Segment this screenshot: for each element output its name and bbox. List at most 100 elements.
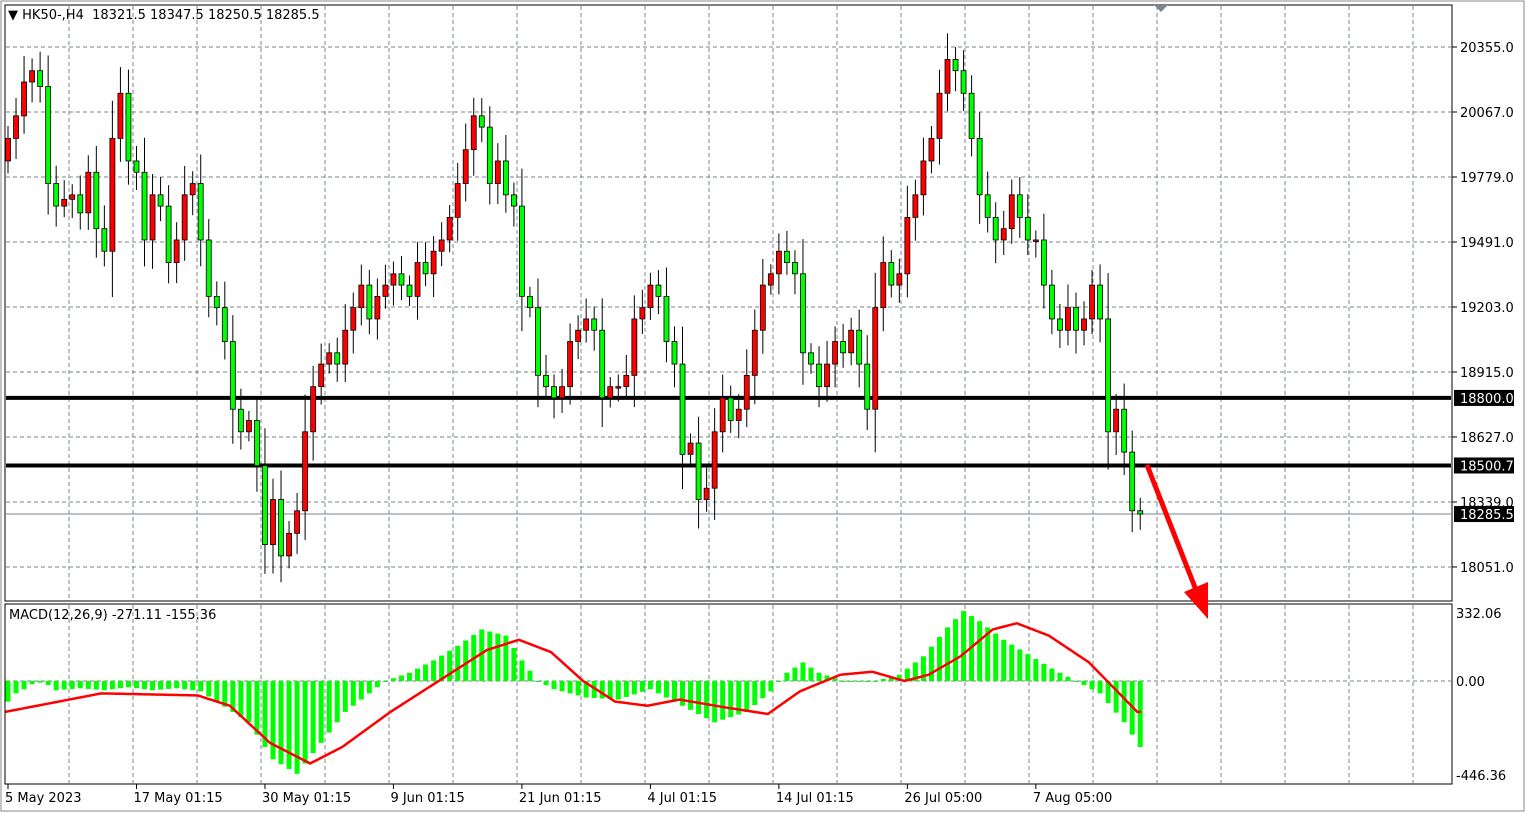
candle-body xyxy=(687,442,694,455)
candle-body xyxy=(270,499,276,546)
macd-histogram-bar xyxy=(760,681,766,699)
macd-histogram-bar xyxy=(310,681,316,754)
macd-histogram-bar xyxy=(487,631,493,681)
macd-histogram-bar xyxy=(158,681,164,690)
candle-body xyxy=(711,431,718,489)
macd-histogram-bar xyxy=(1001,639,1007,681)
candle-body xyxy=(197,183,204,241)
macd-histogram-bar xyxy=(166,681,172,689)
macd-histogram-bar xyxy=(728,681,734,718)
triangle-down-icon[interactable]: ▼ xyxy=(8,8,18,23)
candle-body xyxy=(45,86,52,184)
current-price-badge xyxy=(1454,506,1514,523)
candle-body xyxy=(502,160,509,196)
macd-histogram-bar xyxy=(575,681,581,696)
macd-histogram-bar xyxy=(856,681,862,682)
candle-body xyxy=(960,70,967,94)
macd-histogram-bar xyxy=(69,681,75,689)
macd-histogram-bar xyxy=(415,668,421,681)
candle-body xyxy=(334,352,341,365)
macd-histogram-bar xyxy=(53,681,59,691)
macd-histogram-bar xyxy=(374,681,380,688)
y-tick-label: 19491.0 xyxy=(1460,236,1514,251)
macd-histogram-bar xyxy=(848,681,854,682)
macd-histogram-bar xyxy=(615,681,621,700)
macd-histogram-bar xyxy=(800,662,806,681)
level-price-badge xyxy=(1454,457,1514,474)
macd-histogram-bar xyxy=(21,681,27,690)
macd-histogram-bar xyxy=(680,681,686,706)
candle-body xyxy=(727,397,734,421)
macd-histogram-bar xyxy=(45,681,51,686)
candle-body xyxy=(1113,408,1120,433)
macd-histogram-bar xyxy=(1025,654,1031,681)
macd-histogram-bar xyxy=(599,681,605,699)
macd-histogram-bar xyxy=(423,664,429,681)
close-value: 18285.5 xyxy=(265,8,320,23)
macd-histogram-bar xyxy=(350,681,356,706)
macd-histogram-bar xyxy=(928,646,934,681)
candle-body xyxy=(559,386,565,399)
macd-histogram-bar xyxy=(776,681,782,683)
candle-body xyxy=(1121,408,1128,453)
candle-body xyxy=(470,115,477,151)
candle-body xyxy=(1049,284,1055,320)
macd-histogram-bar xyxy=(567,681,573,694)
macd-histogram-bar xyxy=(977,621,983,681)
macd-histogram-bar xyxy=(262,681,268,747)
macd-histogram-bar xyxy=(1009,644,1015,681)
y-tick-label: 20067.0 xyxy=(1460,106,1514,121)
macd-histogram-bar xyxy=(85,681,91,689)
candle-body xyxy=(77,194,84,214)
macd-histogram-bar xyxy=(631,681,637,695)
macd-histogram-bar xyxy=(382,681,388,682)
candle-body xyxy=(262,465,268,546)
candle-body xyxy=(968,92,975,139)
candle-body xyxy=(221,307,228,342)
x-tick-label: 7 Aug 05:00 xyxy=(1033,791,1112,806)
macd-histogram-bar xyxy=(109,681,115,690)
candle-body xyxy=(101,228,108,252)
candle-body xyxy=(1024,216,1031,241)
candle-body xyxy=(1089,284,1095,320)
macd-histogram-bar xyxy=(744,681,750,712)
candle-body xyxy=(189,183,196,196)
macd-histogram-bar xyxy=(318,681,324,743)
macd-histogram-bar xyxy=(503,635,509,681)
candle-body xyxy=(792,262,798,275)
candle-body xyxy=(551,386,557,399)
candle-body xyxy=(5,138,11,162)
macd-histogram-bar xyxy=(511,648,517,681)
candle-body xyxy=(599,329,606,399)
shift-marker-icon[interactable] xyxy=(1154,5,1168,12)
candle-body xyxy=(358,284,365,309)
candle-body xyxy=(1081,318,1087,331)
candle-body xyxy=(294,510,300,534)
candle-body xyxy=(695,442,702,500)
candle-body xyxy=(21,81,27,117)
macd-histogram-bar xyxy=(206,681,212,697)
macd-histogram-bar xyxy=(463,640,469,681)
candle-body xyxy=(117,92,124,139)
x-tick-label: 17 May 01:15 xyxy=(133,791,222,806)
macd-histogram-bar xyxy=(13,681,19,694)
x-tick-label: 26 Jul 05:00 xyxy=(904,791,982,806)
candle-body xyxy=(543,374,549,388)
macd-histogram-bar xyxy=(880,678,886,681)
candle-body xyxy=(904,216,911,275)
macd-histogram-bar xyxy=(142,681,148,690)
candle-body xyxy=(1105,318,1112,433)
candle-body xyxy=(824,363,830,388)
symbol-label: HK50-,H4 xyxy=(22,8,84,23)
macd-histogram-bar xyxy=(390,678,396,681)
candle-body xyxy=(302,431,309,512)
candle-body xyxy=(856,329,863,365)
macd-histogram-bar xyxy=(816,672,822,681)
macd-histogram-bar xyxy=(1137,681,1143,747)
macd-histogram-bar xyxy=(551,681,557,690)
candle-body xyxy=(53,183,60,207)
macd-histogram-bar xyxy=(246,681,252,723)
candle-body xyxy=(808,352,814,365)
y-tick-label: 18051.0 xyxy=(1460,561,1514,576)
